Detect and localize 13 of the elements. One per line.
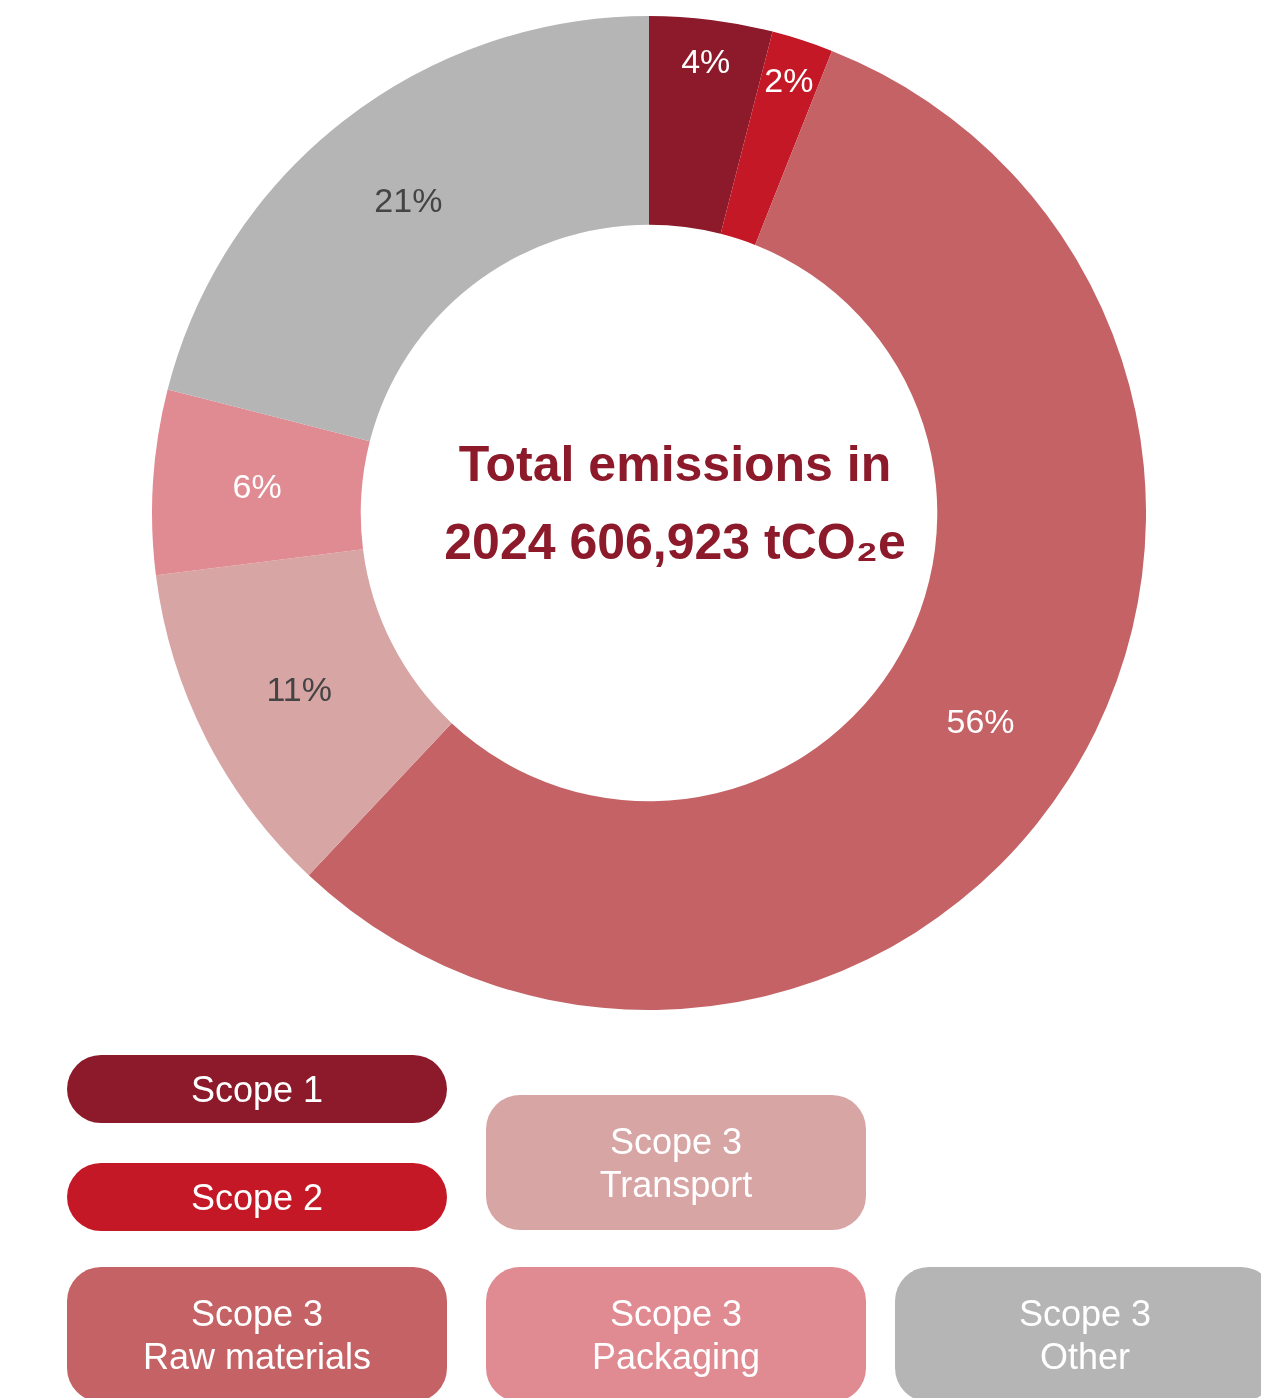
data-label: 6%	[232, 466, 282, 505]
legend-label: Scope 3 Packaging	[591, 1291, 761, 1378]
data-label: 4%	[681, 42, 731, 81]
text: Total emissions in 2024 606,923 tCO₂e	[443, 435, 907, 572]
data-label: 21%	[374, 181, 443, 220]
legend-label: Scope 2	[190, 1175, 324, 1219]
legend-label: Scope 1	[190, 1067, 324, 1111]
legend-label: Scope 3 Raw materials	[142, 1291, 372, 1378]
data-label: 11%	[266, 669, 332, 708]
legend-label: Scope 3 Other	[1018, 1291, 1152, 1378]
data-label: 2%	[764, 60, 814, 99]
legend-label: Scope 3 Transport	[599, 1119, 753, 1206]
data-label: 56%	[946, 701, 1015, 740]
